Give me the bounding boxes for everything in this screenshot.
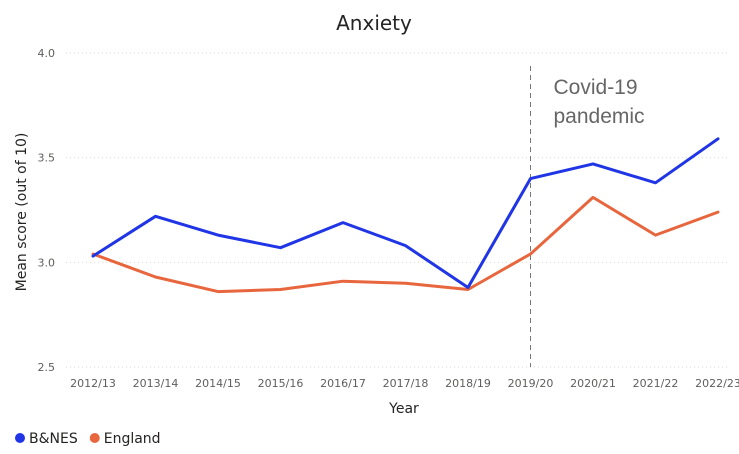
y-axis-ticks: 2.5 3.0 3.5 4.0 [38,47,56,374]
x-axis-ticks: 2012/13 2013/14 2014/15 2015/16 2016/17 2017/… [70,377,739,390]
x-tick-label: 2012/13 [70,377,116,390]
gridlines [66,52,728,368]
x-tick-label: 2018/19 [445,377,491,390]
legend: B&NES England [15,431,161,447]
x-tick-label: 2021/22 [633,377,679,390]
covid-annotation-line2: pandemic [554,105,645,128]
x-tick-label: 2013/14 [133,377,179,390]
series-line-england [91,195,720,294]
legend-label-b-nes: B&NES [29,431,78,447]
legend-marker-b-nes [15,433,25,443]
y-tick-label: 3.0 [38,256,56,269]
y-tick-label: 3.5 [38,152,56,165]
legend-marker-england [89,433,100,443]
covid-annotation-line1: Covid-19 [554,76,638,99]
x-tick-label: 2017/18 [383,377,429,390]
y-axis-label: Mean score (out of 10) [14,133,30,292]
legend-label-england: England [104,431,161,447]
x-axis-label: Year [388,401,419,417]
x-tick-label: 2020/21 [570,377,616,390]
x-tick-label: 2022/23 [695,377,739,390]
x-tick-label: 2014/15 [195,377,241,390]
y-tick-label: 4.0 [38,47,56,60]
x-tick-label: 2016/17 [320,377,366,390]
series-line-b-nes [91,137,720,289]
series-lines [91,137,720,294]
y-tick-label: 2.5 [38,361,56,374]
x-tick-label: 2019/20 [508,377,554,390]
x-tick-label: 2015/16 [258,377,304,390]
chart-title: Anxiety [336,11,412,35]
